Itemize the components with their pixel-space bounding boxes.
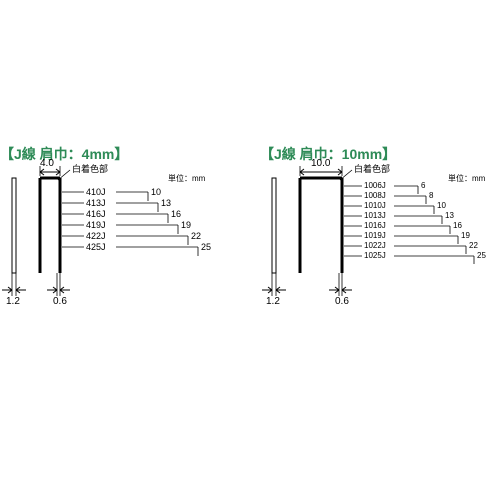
item-length: 13: [161, 198, 171, 208]
item-code: 1006J: [364, 181, 386, 190]
item-length: 19: [181, 220, 191, 230]
item-code: 416J: [86, 209, 106, 219]
right-unit: 単位：mm: [448, 173, 485, 184]
item-length: 16: [453, 221, 462, 230]
item-length: 19: [461, 231, 470, 240]
left-wire: 0.6: [53, 296, 67, 307]
item-code: 1019J: [364, 231, 386, 240]
item-length: 13: [445, 211, 454, 220]
item-code: 1016J: [364, 221, 386, 230]
right-crown-dim: 10.0: [311, 158, 330, 169]
item-length: 10: [437, 201, 446, 210]
item-length: 22: [191, 231, 201, 241]
item-code: 410J: [86, 187, 106, 197]
item-code: 1022J: [364, 241, 386, 250]
left-white-part: 白着色部: [72, 162, 108, 175]
left-crown-dim: 4.0: [40, 158, 54, 169]
left-title: 【J線 肩巾：4mm】: [0, 144, 128, 164]
left-thickness: 1.2: [6, 296, 20, 307]
item-code: 422J: [86, 231, 106, 241]
item-length: 25: [477, 251, 486, 260]
item-code: 413J: [86, 198, 106, 208]
right-thickness: 1.2: [266, 296, 280, 307]
item-length: 16: [171, 209, 181, 219]
left-unit: 単位：mm: [168, 173, 205, 184]
item-length: 25: [201, 242, 211, 252]
item-code: 419J: [86, 220, 106, 230]
item-code: 1008J: [364, 191, 386, 200]
item-length: 22: [469, 241, 478, 250]
item-code: 1010J: [364, 201, 386, 210]
item-code: 425J: [86, 242, 106, 252]
item-code: 1013J: [364, 211, 386, 220]
right-wire: 0.6: [335, 296, 349, 307]
item-code: 1025J: [364, 251, 386, 260]
item-length: 10: [151, 187, 161, 197]
item-length: 8: [429, 191, 433, 200]
right-white-part: 白着色部: [354, 162, 390, 175]
item-length: 6: [421, 181, 425, 190]
